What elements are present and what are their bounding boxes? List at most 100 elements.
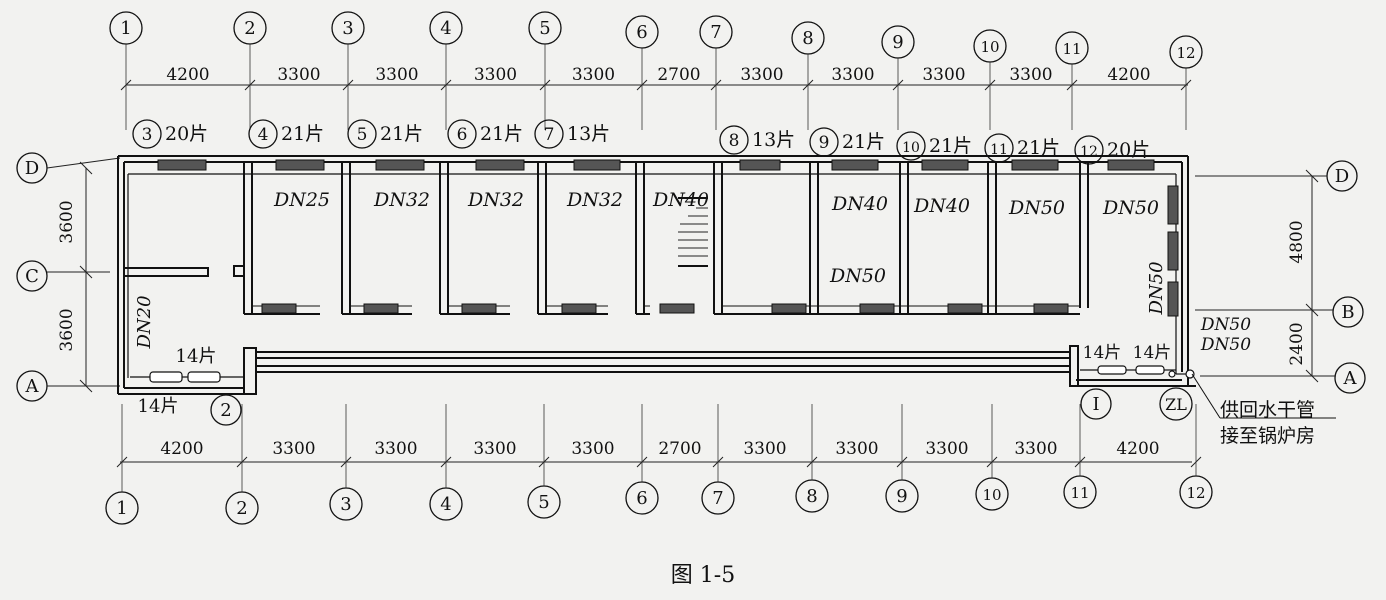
radiator-top-count-7: 13片: [567, 123, 610, 145]
axis-bottom-8: 8: [806, 486, 817, 507]
axis-top-9: 9: [892, 32, 903, 53]
radiators-right: [1167, 185, 1179, 317]
pipe-label-7: DN40: [913, 195, 970, 217]
axis-bottom-9: 9: [896, 486, 907, 507]
axis-bottom-4: 4: [440, 494, 451, 515]
dim-bottom-7: 3300: [743, 439, 786, 459]
radiator-top-count-8: 13片: [752, 129, 795, 151]
axis-top-7: 7: [710, 22, 721, 43]
dim-right-2: 2400: [1287, 322, 1307, 365]
dim-bottom-1: 4200: [160, 439, 203, 459]
row-markers: D C A D B A: [16, 152, 1366, 402]
dim-right-1: 4800: [1287, 220, 1307, 263]
row-a-left: A: [25, 376, 40, 397]
axis-bottom-12: 12: [1186, 484, 1205, 502]
dimension-values-top: 4200 3300 3300 3300 3300 2700 3300 3300 3300 3300…: [120, 65, 1192, 91]
radiator-top-count-11: 21片: [1017, 137, 1060, 159]
boiler-note: 供回水干管 接至锅炉房: [1191, 373, 1336, 447]
axis-top-5: 5: [539, 18, 550, 39]
radiator-top-num-4: 4: [258, 125, 269, 145]
row-d-left: D: [25, 158, 39, 179]
radiator-top-count-10: 21片: [929, 135, 972, 157]
dim-top-3: 3300: [375, 65, 418, 85]
pipe-label-10: DN50: [1102, 197, 1159, 219]
radiators-top: 3 20片 4 21片 5 21片 6 21片 7 13片 8 13片 9 21片 10 21片 11 21片 12…: [132, 119, 1155, 171]
pipe-right-label-1: DN50: [1200, 315, 1251, 335]
axis-top-3: 3: [342, 18, 353, 39]
rad-count-bl-1: 14片: [176, 346, 217, 367]
row-d-right: D: [1335, 166, 1349, 187]
dimension-left: 3600 3600: [57, 161, 93, 393]
pipe-label-6: DN40: [831, 193, 888, 215]
radiator-top-count-9: 21片: [842, 131, 885, 153]
riser-markers: 2 I ZL: [210, 387, 1193, 426]
dim-bottom-2: 3300: [272, 439, 315, 459]
radiator-top-count-3: 20片: [165, 123, 208, 145]
axis-bottom-11: 11: [1070, 484, 1089, 502]
pipe-label-9: DN50: [1008, 197, 1065, 219]
row-a-right: A: [1343, 368, 1358, 389]
axis-top-10: 10: [980, 38, 999, 56]
dim-top-6: 2700: [657, 65, 700, 85]
radiator-top-count-5: 21片: [380, 123, 423, 145]
pipe-label-2: DN32: [373, 189, 430, 211]
radiators-bottom-left: [130, 371, 244, 383]
pipe-label-11: DN50: [1146, 261, 1167, 315]
dim-bottom-10: 3300: [1014, 439, 1057, 459]
dim-top-7: 3300: [740, 65, 783, 85]
dim-top-10: 3300: [1009, 65, 1052, 85]
pipe-label-8: DN50: [829, 265, 886, 287]
room-partitions: [243, 162, 1089, 315]
pipe-label-5: DN40: [652, 189, 709, 211]
marker-i: I: [1092, 394, 1099, 415]
axis-bottom-1: 1: [116, 498, 127, 519]
axis-markers-top: 1 2 3 4 5 6 7 8 9 10 11 12: [109, 11, 1203, 69]
pipe-label-4: DN32: [566, 189, 623, 211]
dim-top-11: 4200: [1107, 65, 1150, 85]
axis-bottom-10: 10: [982, 486, 1001, 504]
row-b-right: B: [1341, 302, 1354, 323]
row-c-left: C: [25, 266, 39, 287]
radiators-bottom: [261, 303, 1069, 314]
note-line-2: 接至锅炉房: [1220, 425, 1315, 447]
dim-top-8: 3300: [831, 65, 874, 85]
dim-left-1: 3600: [57, 200, 77, 243]
dim-top-2: 3300: [277, 65, 320, 85]
stair: [678, 207, 708, 257]
pipe-size-labels: DN25 DN32 DN32 DN32 DN40 DN40 DN40 DN50 …: [134, 189, 1251, 355]
axis-top-11: 11: [1062, 40, 1081, 58]
radiator-top-count-12: 20片: [1107, 139, 1150, 161]
radiator-top-num-11: 11: [990, 142, 1008, 158]
axis-bottom-3: 3: [340, 494, 351, 515]
radiator-top-count-6: 21片: [480, 123, 523, 145]
axis-markers-bottom: 1 2 3 4 5 6 7 8 9 10 11 12: [105, 475, 1213, 525]
dimension-values-bottom: 4200 3300 3300 3300 3300 2700 3300 3300 3300 3300…: [116, 439, 1202, 468]
dim-bottom-5: 3300: [571, 439, 614, 459]
axis-bottom-5: 5: [538, 492, 549, 513]
radiator-top-num-8: 8: [729, 131, 740, 151]
axis-bottom-6: 6: [636, 488, 647, 509]
dim-bottom-11: 4200: [1116, 439, 1159, 459]
radiator-top-num-7: 7: [544, 125, 555, 145]
dim-bottom-8: 3300: [835, 439, 878, 459]
pipe-label-1: DN25: [273, 189, 330, 211]
axis-extension-lines: [121, 44, 1197, 492]
radiator-top-num-3: 3: [142, 125, 153, 145]
radiator-counts-bottom: 14片 14片 14片 14片: [138, 343, 1172, 417]
radiator-top-num-9: 9: [819, 133, 830, 153]
axis-top-12: 12: [1176, 44, 1195, 62]
dim-bottom-4: 3300: [473, 439, 516, 459]
axis-top-1: 1: [120, 18, 131, 39]
rad-count-br-1: 14片: [1083, 343, 1122, 363]
note-line-1: 供回水干管: [1220, 399, 1315, 421]
axis-top-4: 4: [440, 18, 451, 39]
dim-bottom-3: 3300: [374, 439, 417, 459]
figure-caption: 图 1-5: [671, 563, 735, 588]
axis-bottom-2: 2: [236, 498, 247, 519]
rad-count-br-2: 14片: [1133, 343, 1172, 363]
radiators-bottom-right: [1080, 365, 1195, 379]
radiator-top-num-10: 10: [902, 140, 920, 156]
dim-top-9: 3300: [922, 65, 965, 85]
axis-top-8: 8: [802, 28, 813, 49]
